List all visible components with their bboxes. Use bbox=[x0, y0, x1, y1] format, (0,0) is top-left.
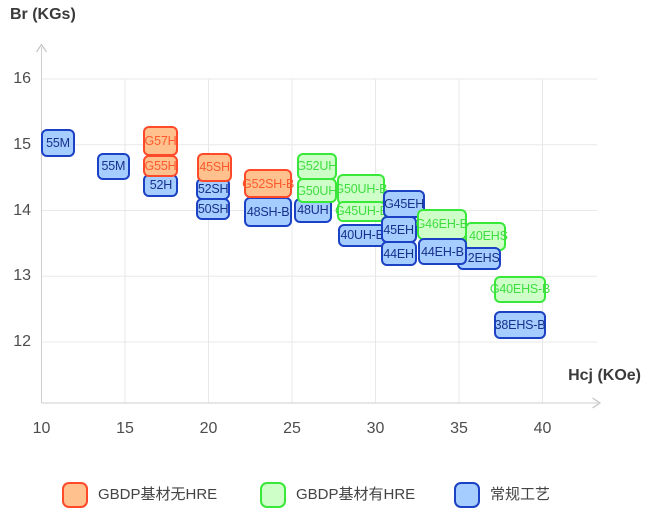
x-tick-label: 40 bbox=[533, 420, 552, 437]
grade-box-G50UH-B: G50UH-B bbox=[334, 173, 387, 206]
grade-box-G40EHS-B: G40EHS-B bbox=[490, 276, 550, 303]
legend-item-gbdp-with-hre[interactable]: GBDP基材有HRE bbox=[260, 482, 415, 508]
grade-box-40UH-B: 40UH-B bbox=[338, 224, 386, 247]
grade-box-45SH: 45SH bbox=[197, 153, 232, 182]
grade-box-G50UH: G50UH bbox=[296, 178, 337, 204]
grade-box-G46EH-B: G46EH-B bbox=[416, 208, 468, 241]
x-tick-label: 30 bbox=[366, 420, 385, 437]
grade-box-2EHS: 2EHS bbox=[456, 246, 501, 270]
x-tick-label: 20 bbox=[199, 420, 218, 437]
y-tick-label: 16 bbox=[13, 70, 31, 87]
y-tick-label: 14 bbox=[13, 201, 31, 219]
x-tick-label: 15 bbox=[116, 420, 134, 437]
grade-box-44EH-B: 44EH-B bbox=[418, 238, 467, 266]
grade-box-38EHS-B: 38EHS-B bbox=[494, 311, 546, 340]
legend-item-gbdp-no-hre[interactable]: GBDP基材无HRE bbox=[62, 482, 217, 508]
x-axis-title: Hcj (KOe) bbox=[568, 367, 641, 384]
grade-box-40EHS: 40EHS bbox=[465, 221, 508, 251]
y-tick-label: 12 bbox=[13, 333, 31, 350]
x-tick-label: 35 bbox=[450, 420, 468, 437]
grade-box-G57H: G57H bbox=[142, 125, 179, 156]
grade-box-55M: 55M bbox=[40, 128, 75, 158]
legend-swatch-orange bbox=[62, 482, 88, 508]
y-tick-label: 15 bbox=[13, 135, 31, 153]
grade-box-44EH: 44EH bbox=[380, 241, 417, 267]
legend-swatch-blue bbox=[454, 482, 480, 508]
x-tick-label: 25 bbox=[283, 420, 301, 437]
grade-box-50SH: 50SH bbox=[195, 198, 231, 221]
grade-box-G52SH-B: G52SH-B bbox=[242, 169, 294, 198]
grade-box-G55H: G55H bbox=[142, 155, 179, 177]
legend-swatch-green bbox=[260, 482, 286, 508]
legend-label: GBDP基材无HRE bbox=[98, 486, 218, 503]
legend-label: GBDP基材有HRE bbox=[296, 486, 416, 503]
legend-label: 常规工艺 bbox=[490, 486, 551, 503]
grade-box-52H: 52H bbox=[143, 173, 179, 197]
grade-box-G52UH: G52UH bbox=[296, 153, 337, 180]
legend-item-conventional[interactable]: 常规工艺 bbox=[454, 482, 550, 508]
x-tick-label: 10 bbox=[32, 420, 51, 437]
y-axis-title: Br (KGs) bbox=[10, 6, 76, 23]
grade-box-48SH-B: 48SH-B bbox=[244, 197, 292, 227]
grade-box-G45UH-B: G45UH-B bbox=[335, 201, 388, 222]
y-tick-label: 13 bbox=[13, 267, 31, 285]
grade-box-45EH: 45EH bbox=[380, 216, 417, 244]
grade-box-55M: 55M bbox=[96, 152, 130, 181]
